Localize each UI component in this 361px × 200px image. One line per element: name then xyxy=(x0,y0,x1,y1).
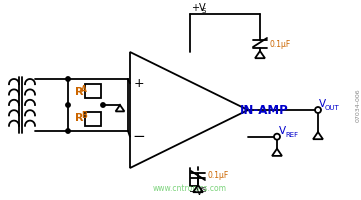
Circle shape xyxy=(274,134,280,140)
Bar xyxy=(85,84,101,98)
Text: 0.1μF: 0.1μF xyxy=(269,40,290,49)
Text: REF: REF xyxy=(285,132,298,138)
Text: OUT: OUT xyxy=(325,105,340,111)
Text: 07034-006: 07034-006 xyxy=(356,88,361,122)
Text: +: + xyxy=(134,77,144,90)
Text: S: S xyxy=(202,8,206,14)
Circle shape xyxy=(66,103,70,107)
Text: V: V xyxy=(279,126,286,136)
Text: 0.1μF: 0.1μF xyxy=(207,171,228,180)
Text: S: S xyxy=(201,187,205,193)
Text: www.cntronics.com: www.cntronics.com xyxy=(153,184,227,193)
Text: IN-AMP: IN-AMP xyxy=(239,104,288,116)
Circle shape xyxy=(66,129,70,133)
Text: V: V xyxy=(319,99,326,109)
Text: R: R xyxy=(75,113,83,123)
Text: −: − xyxy=(132,129,145,144)
Bar xyxy=(85,112,101,126)
Circle shape xyxy=(66,77,70,81)
Circle shape xyxy=(101,103,105,107)
Text: −V: −V xyxy=(189,187,204,197)
Text: B: B xyxy=(81,111,87,120)
Text: +V: +V xyxy=(191,3,206,13)
Text: R: R xyxy=(75,87,83,97)
Circle shape xyxy=(315,107,321,113)
Text: A: A xyxy=(81,85,87,94)
